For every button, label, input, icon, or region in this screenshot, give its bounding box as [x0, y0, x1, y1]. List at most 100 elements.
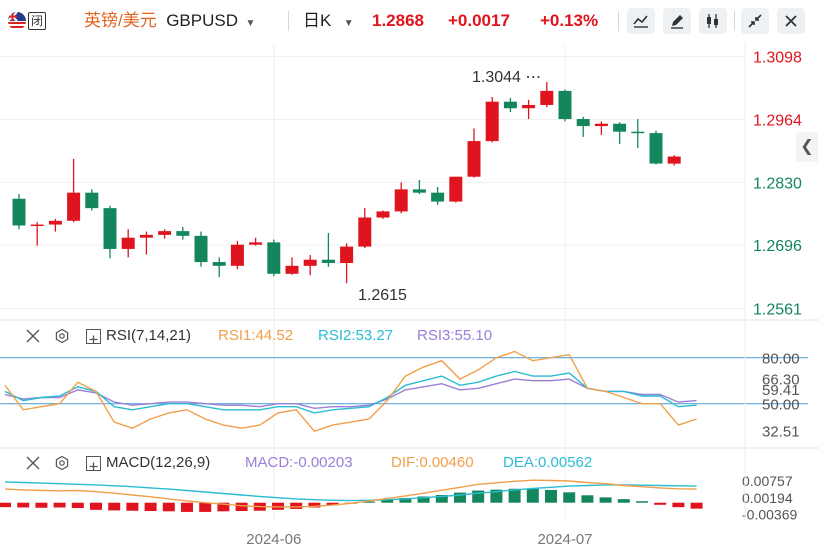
- candlestick-icon: [707, 14, 718, 28]
- candle-body: [176, 231, 190, 236]
- dea-value: DEA:0.00562: [503, 454, 593, 471]
- rsi-tick-label: 66.30: [762, 372, 800, 389]
- macd-histogram-bar: [690, 502, 703, 509]
- gear-icon[interactable]: [55, 329, 69, 343]
- macd-histogram-bar: [563, 492, 576, 503]
- candle-body: [667, 156, 681, 164]
- rsi-params: RSI(7,14,21): [106, 327, 192, 344]
- pencil-icon: [671, 15, 683, 29]
- macd-histogram-bar: [599, 497, 612, 503]
- gear-icon[interactable]: [55, 456, 69, 470]
- candle-body: [394, 189, 408, 212]
- macd-histogram-bar: [199, 502, 212, 512]
- macd-histogram-bar: [381, 499, 394, 503]
- axis-labels: 1.3098 1.2964 1.2830 1.2696 1.2561 2024-06 202…: [246, 50, 802, 548]
- macd-histogram-bar: [636, 501, 648, 503]
- add-indicator-icon[interactable]: [86, 456, 101, 471]
- macd-series: [0, 479, 703, 512]
- rsi1-value: RSI1:44.52: [218, 327, 294, 344]
- low-annotation: 1.2615: [358, 287, 407, 304]
- price-tick-label: 1.2830: [753, 175, 802, 192]
- macd-histogram-bar: [53, 502, 66, 508]
- candle-body: [12, 198, 26, 226]
- time-tick-label: 2024-07: [537, 531, 592, 548]
- macd-histogram-bar: [181, 502, 193, 512]
- macd-tick-label: 0.00757: [742, 473, 793, 489]
- macd-histogram-bar: [90, 502, 102, 510]
- uk-flag-icon: [8, 12, 26, 30]
- candle-body: [485, 101, 499, 142]
- toolbar-divider: [618, 11, 619, 31]
- rsi2-line: [4, 370, 697, 414]
- rsi-series: [4, 350, 697, 433]
- macd-panel-header: MACD(12,26,9) MACD:-0.00203 DIF:0.00460 …: [0, 451, 640, 475]
- candle-body: [212, 262, 226, 266]
- candle-body: [412, 189, 426, 193]
- macd-histogram-bar: [17, 502, 30, 508]
- close-button[interactable]: [777, 8, 805, 34]
- price-tick-label: 1.2964: [753, 113, 802, 130]
- dif-value: DIF:0.00460: [391, 454, 474, 471]
- market-closed-icon: 闭: [28, 12, 46, 30]
- candle-body: [522, 104, 536, 109]
- macd-histogram-bar: [108, 502, 121, 511]
- candle-body: [649, 133, 663, 164]
- macd-tick-label: 0.00194: [742, 490, 793, 506]
- macd-histogram-bar: [144, 502, 157, 512]
- symbol-code: GBPUSD: [166, 11, 238, 30]
- rsi-tick-label: 32.51: [762, 423, 800, 440]
- candle-body: [540, 90, 554, 105]
- macd-histogram-bar: [672, 502, 685, 508]
- candle-body: [558, 90, 572, 120]
- candle-body: [303, 259, 317, 266]
- rsi2-value: RSI2:53.27: [318, 327, 394, 344]
- macd-histogram-bar: [490, 489, 503, 503]
- price-tick-label: 1.3098: [753, 50, 802, 67]
- macd-histogram-bar: [526, 488, 539, 503]
- macd-histogram-bar: [581, 495, 594, 503]
- candle-body: [230, 244, 244, 266]
- macd-histogram-bar: [290, 502, 303, 509]
- macd-histogram-bar: [126, 502, 139, 511]
- candle-body: [285, 265, 299, 274]
- candle-body: [358, 217, 372, 247]
- rsi3-line: [4, 378, 697, 410]
- close-icon[interactable]: [26, 456, 40, 470]
- candle-body: [449, 176, 463, 202]
- macd-histogram-bar: [454, 492, 466, 503]
- high-annotation: 1.3044 ⋯: [472, 69, 541, 86]
- add-indicator-icon[interactable]: [86, 329, 101, 344]
- macd-histogram-bar: [654, 502, 667, 505]
- macd-histogram-bar: [35, 502, 48, 508]
- indicator-button[interactable]: [627, 8, 655, 34]
- candle-body: [340, 246, 354, 264]
- candle-body: [103, 208, 117, 249]
- interval-label: 日K: [303, 11, 332, 30]
- last-price: 1.2868: [372, 11, 424, 30]
- side-panel-toggle[interactable]: ❮: [796, 132, 818, 162]
- candle-body: [158, 231, 172, 235]
- toolbar-divider: [734, 11, 735, 31]
- draw-button[interactable]: [663, 8, 691, 34]
- close-icon[interactable]: [26, 329, 40, 343]
- macd-histogram-bar: [71, 502, 84, 509]
- collapse-button[interactable]: [741, 8, 769, 34]
- macd-histogram-bar: [545, 489, 557, 503]
- rsi1-line: [4, 350, 697, 433]
- chart-canvas[interactable]: 1.3098 1.2964 1.2830 1.2696 1.2561 2024-06 202…: [0, 42, 819, 554]
- symbol-selector[interactable]: 英镑/美元 GBPUSD ▼: [84, 0, 255, 42]
- chart-type-button[interactable]: [699, 8, 727, 34]
- interval-selector[interactable]: 日K ▼: [303, 0, 354, 42]
- macd-histogram-bar: [308, 502, 321, 508]
- candle-body: [85, 192, 99, 209]
- macd-histogram-bar: [326, 502, 339, 506]
- macd-histogram-bar: [417, 496, 430, 503]
- dif-line: [4, 479, 697, 508]
- candle-body: [594, 123, 608, 127]
- price-change-pct: +0.13%: [540, 11, 599, 30]
- macd-histogram-bar: [0, 502, 11, 508]
- price-tick-label: 1.2561: [753, 301, 802, 318]
- candle-body: [139, 234, 153, 238]
- candle-body: [467, 141, 481, 177]
- dea-line: [4, 481, 697, 502]
